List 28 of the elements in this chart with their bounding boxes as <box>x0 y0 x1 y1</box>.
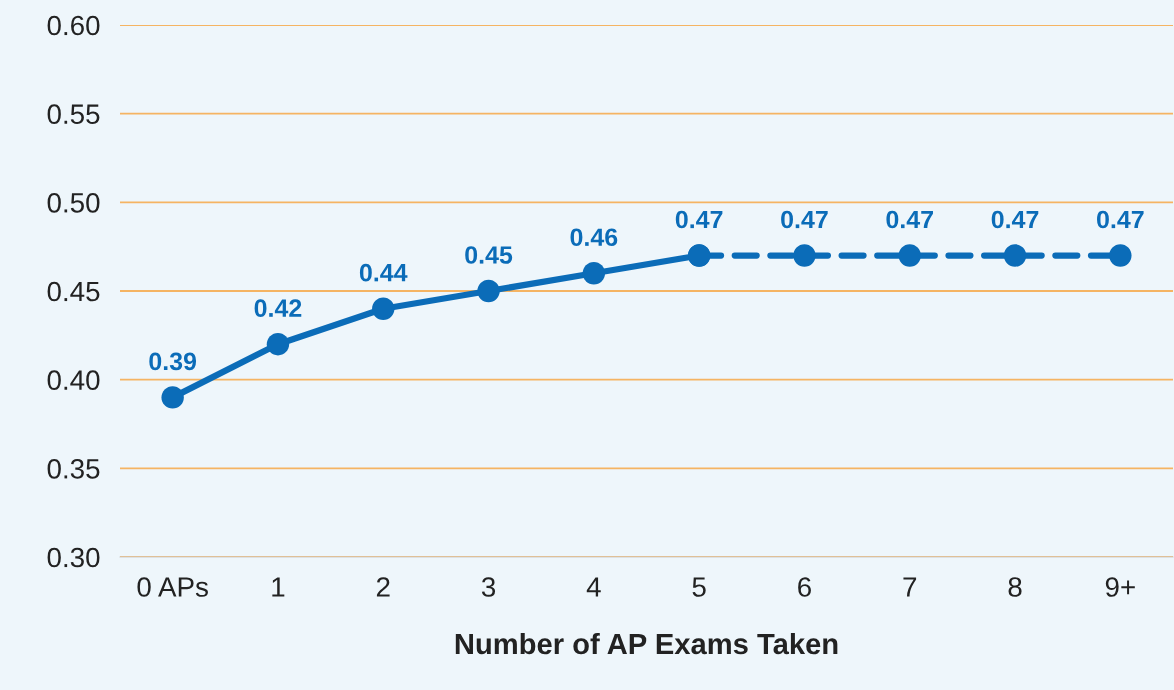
x-tick-label: 2 <box>376 577 390 597</box>
y-tick-label: 0.60 <box>47 15 100 36</box>
x-tick-label: 4 <box>586 577 601 597</box>
data-label: 0.47 <box>991 210 1039 229</box>
x-tick-label: 1 <box>272 577 285 597</box>
data-label: 0.42 <box>254 299 302 318</box>
y-tick-label: 0.55 <box>47 104 100 125</box>
x-tick-label: 5 <box>692 577 706 597</box>
data-label: 0.47 <box>1097 210 1144 229</box>
y-tick-label: 0.30 <box>47 547 100 568</box>
data-label: 0.46 <box>570 228 618 247</box>
data-label: 0.44 <box>359 263 408 282</box>
data-label: 0.47 <box>781 210 828 229</box>
x-tick-label: 7 <box>903 577 917 597</box>
x-tick-label: 3 <box>481 577 496 597</box>
data-label: 0.39 <box>149 352 197 371</box>
data-label: 0.47 <box>675 210 723 229</box>
x-tick-label: 9+ <box>1105 577 1135 597</box>
y-tick-label: 0.45 <box>47 281 100 302</box>
y-tick-label: 0.40 <box>47 370 100 391</box>
y-tick-label: 0.35 <box>47 459 100 479</box>
data-label: 0.47 <box>886 210 933 229</box>
x-tick-label: 0 APs <box>137 577 208 597</box>
data-label: 0.45 <box>465 246 513 264</box>
x-axis-title: Number of AP Exams Taken <box>455 632 838 655</box>
x-tick-label: 6 <box>798 577 811 597</box>
x-tick-label: 8 <box>1008 577 1022 597</box>
y-tick-label: 0.50 <box>47 193 100 213</box>
